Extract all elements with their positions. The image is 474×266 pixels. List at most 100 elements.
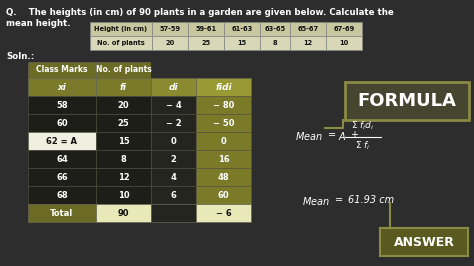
Text: 58: 58 — [56, 101, 68, 110]
Bar — [196, 168, 251, 186]
Text: Total: Total — [50, 209, 73, 218]
Text: − 80: − 80 — [213, 101, 234, 110]
Bar — [90, 22, 152, 36]
Text: 16: 16 — [218, 155, 229, 164]
Text: 2: 2 — [171, 155, 176, 164]
Text: − 2: − 2 — [165, 118, 182, 127]
Bar — [188, 36, 224, 50]
Bar — [28, 132, 96, 150]
Text: 20: 20 — [165, 40, 174, 46]
Text: − 6: − 6 — [216, 209, 231, 218]
Text: fi: fi — [120, 82, 127, 92]
Text: 63-65: 63-65 — [264, 26, 285, 32]
Bar — [28, 186, 96, 204]
Bar — [152, 36, 188, 50]
Text: No. of plants: No. of plants — [97, 40, 145, 46]
Text: $\mathit{Mean}$: $\mathit{Mean}$ — [302, 195, 330, 207]
Text: − 50: − 50 — [213, 118, 234, 127]
Bar — [151, 204, 196, 222]
Bar — [96, 132, 151, 150]
Bar — [151, 150, 196, 168]
Text: $\Sigma\ f_i d_i$: $\Sigma\ f_i d_i$ — [351, 119, 374, 132]
Bar — [96, 150, 151, 168]
Bar — [260, 36, 290, 50]
Text: 64: 64 — [56, 155, 68, 164]
Bar — [151, 168, 196, 186]
Bar — [196, 150, 251, 168]
Text: 8: 8 — [120, 155, 127, 164]
Text: Height (in cm): Height (in cm) — [94, 26, 147, 32]
Bar — [28, 204, 96, 222]
Bar — [96, 168, 151, 186]
Text: 48: 48 — [218, 172, 229, 181]
Text: =: = — [328, 130, 336, 140]
Bar — [96, 204, 151, 222]
Bar — [151, 96, 196, 114]
Text: 62 = A: 62 = A — [46, 136, 78, 146]
Bar — [196, 114, 251, 132]
Bar — [96, 62, 151, 78]
Text: 25: 25 — [201, 40, 210, 46]
Bar — [28, 96, 96, 114]
Text: 25: 25 — [118, 118, 129, 127]
Bar — [260, 22, 290, 36]
Text: No. of plants: No. of plants — [96, 65, 151, 74]
Bar — [196, 186, 251, 204]
Bar — [151, 62, 251, 78]
Bar — [188, 22, 224, 36]
Bar — [151, 132, 196, 150]
Bar — [96, 114, 151, 132]
Bar — [96, 78, 151, 96]
Bar — [224, 36, 260, 50]
Text: di: di — [169, 82, 178, 92]
Bar — [96, 186, 151, 204]
Text: =: = — [335, 195, 343, 205]
Text: Soln.:: Soln.: — [6, 52, 34, 61]
Text: 8: 8 — [273, 40, 277, 46]
Text: 60: 60 — [218, 190, 229, 200]
Text: 90: 90 — [118, 209, 129, 218]
Text: $\mathit{A}$: $\mathit{A}$ — [338, 130, 346, 142]
Text: 66: 66 — [56, 172, 68, 181]
Text: 12: 12 — [118, 172, 129, 181]
Bar — [380, 228, 468, 256]
Bar — [151, 114, 196, 132]
Text: 57-59: 57-59 — [159, 26, 181, 32]
Text: 67-69: 67-69 — [333, 26, 355, 32]
Text: 61.93 cm: 61.93 cm — [348, 195, 394, 205]
Text: mean height.: mean height. — [6, 19, 71, 28]
Text: Class Marks: Class Marks — [36, 65, 88, 74]
Bar — [152, 22, 188, 36]
Bar — [28, 168, 96, 186]
Text: 0: 0 — [171, 136, 176, 146]
Text: 15: 15 — [118, 136, 129, 146]
Bar — [196, 96, 251, 114]
Bar — [326, 36, 362, 50]
Bar — [28, 78, 96, 96]
Text: 15: 15 — [237, 40, 246, 46]
Text: 0: 0 — [220, 136, 227, 146]
Text: fidi: fidi — [215, 82, 232, 92]
Text: − 4: − 4 — [165, 101, 182, 110]
Text: ANSWER: ANSWER — [393, 235, 455, 248]
Bar — [196, 204, 251, 222]
Text: xi: xi — [57, 82, 66, 92]
Bar — [151, 186, 196, 204]
Bar — [28, 114, 96, 132]
Bar — [28, 150, 96, 168]
Bar — [28, 62, 96, 78]
Text: 12: 12 — [303, 40, 313, 46]
Text: 20: 20 — [118, 101, 129, 110]
Bar — [224, 22, 260, 36]
Text: $\mathit{Mean}$: $\mathit{Mean}$ — [295, 130, 323, 142]
Bar — [151, 78, 196, 96]
Text: FORMULA: FORMULA — [357, 92, 456, 110]
Text: 6: 6 — [171, 190, 176, 200]
Bar — [290, 36, 326, 50]
Bar — [196, 78, 251, 96]
Text: 10: 10 — [339, 40, 348, 46]
Bar — [90, 36, 152, 50]
Text: 61-63: 61-63 — [231, 26, 253, 32]
Text: $\Sigma\ f_i$: $\Sigma\ f_i$ — [355, 139, 371, 152]
Text: Q.    The heights (in cm) of 90 plants in a garden are given below. Calculate th: Q. The heights (in cm) of 90 plants in a… — [6, 8, 394, 17]
